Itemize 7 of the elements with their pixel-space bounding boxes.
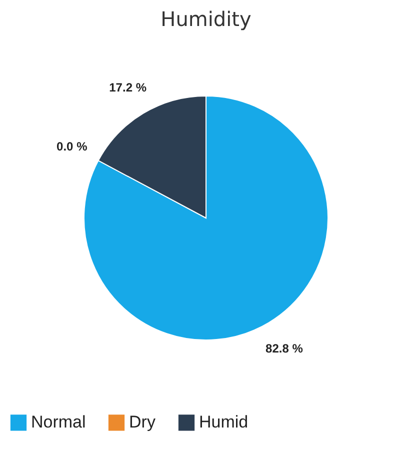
data-label: 17.2 %	[109, 80, 147, 95]
legend-label: Dry	[129, 412, 156, 432]
text: 0.0 %	[56, 139, 88, 154]
legend-label: Normal	[31, 412, 86, 432]
chart-title: Humidity	[160, 7, 252, 31]
legend-label: Humid	[199, 412, 248, 432]
data-label: 82.8 %	[266, 341, 304, 356]
